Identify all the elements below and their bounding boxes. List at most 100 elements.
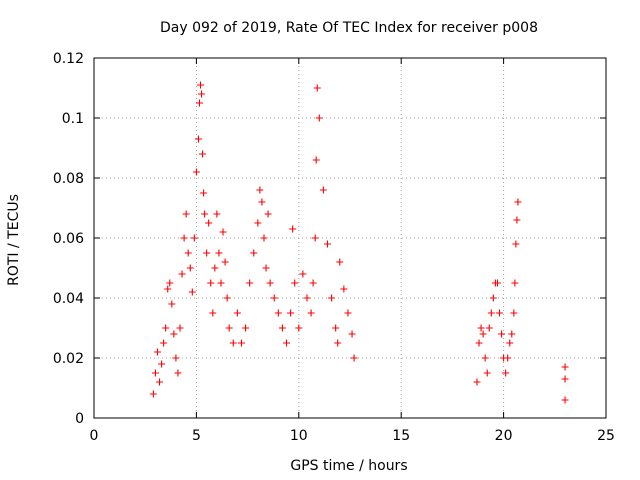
data-point (266, 279, 274, 287)
y-tick-label: 0 (75, 411, 84, 427)
data-point (315, 114, 323, 122)
x-tick-label: 0 (90, 428, 99, 444)
data-point (350, 354, 358, 362)
data-point (225, 324, 233, 332)
data-point (262, 264, 270, 272)
data-point (246, 279, 254, 287)
data-point (186, 264, 194, 272)
data-point (278, 324, 286, 332)
data-point (287, 309, 295, 317)
data-point (205, 219, 213, 227)
data-point (158, 360, 166, 368)
data-point (207, 279, 215, 287)
data-point (188, 288, 196, 296)
data-point (348, 330, 356, 338)
y-tick-label: 0.06 (53, 231, 84, 247)
data-point (508, 330, 516, 338)
data-point (270, 294, 278, 302)
data-point (151, 369, 159, 377)
data-point (153, 348, 161, 356)
data-point (217, 279, 225, 287)
data-point (344, 309, 352, 317)
data-point (223, 294, 231, 302)
data-point (194, 135, 202, 143)
data-point (514, 198, 522, 206)
data-point (498, 330, 506, 338)
data-point (219, 228, 227, 236)
data-point (178, 270, 186, 278)
data-point (493, 279, 501, 287)
data-point (258, 198, 266, 206)
data-point (213, 210, 221, 218)
data-point (203, 249, 211, 257)
data-point (479, 330, 487, 338)
chart-title: Day 092 of 2019, Rate Of TEC Index for r… (160, 20, 538, 36)
data-point (303, 294, 311, 302)
x-tick-label: 20 (495, 428, 513, 444)
y-tick-label: 0.1 (62, 111, 84, 127)
data-point (199, 150, 207, 158)
data-point (164, 285, 172, 293)
data-point (487, 309, 495, 317)
grid-lines (94, 58, 606, 418)
data-point (307, 309, 315, 317)
data-point (182, 210, 190, 218)
data-point (198, 90, 206, 98)
data-point (242, 324, 250, 332)
x-tick-label: 15 (392, 428, 410, 444)
data-point (156, 378, 164, 386)
data-point (334, 339, 342, 347)
x-axis-label: GPS time / hours (290, 458, 407, 474)
y-tick-label: 0.12 (53, 51, 84, 67)
data-point (311, 234, 319, 242)
data-point (250, 249, 258, 257)
x-tick-label: 5 (192, 428, 201, 444)
data-point (340, 285, 348, 293)
data-point (512, 240, 520, 248)
data-point (561, 363, 569, 371)
data-point (162, 324, 170, 332)
data-point (477, 324, 485, 332)
data-points (149, 81, 569, 404)
data-point (229, 339, 237, 347)
data-point (511, 279, 519, 287)
data-point (485, 324, 493, 332)
data-point (192, 168, 200, 176)
data-point (283, 339, 291, 347)
data-point (496, 309, 504, 317)
data-point (481, 354, 489, 362)
data-point (291, 279, 299, 287)
data-point (209, 309, 217, 317)
data-point (328, 294, 336, 302)
data-point (200, 189, 208, 197)
data-point (149, 390, 157, 398)
data-point (215, 249, 223, 257)
data-point (233, 309, 241, 317)
data-point (264, 210, 272, 218)
data-point (260, 234, 268, 242)
data-point (166, 279, 174, 287)
data-point (180, 234, 188, 242)
y-axis-label: ROTI / TECUs (6, 194, 22, 286)
data-point (221, 258, 229, 266)
data-point (332, 324, 340, 332)
data-point (170, 330, 178, 338)
plot-frame (93, 57, 607, 419)
data-point (561, 375, 569, 383)
data-point (184, 249, 192, 257)
data-point (323, 240, 331, 248)
data-point (312, 156, 320, 164)
data-point (513, 216, 521, 224)
data-point (160, 339, 168, 347)
data-point (319, 186, 327, 194)
data-point (168, 300, 176, 308)
data-point (237, 339, 245, 347)
x-tick-label: 25 (597, 428, 615, 444)
data-point (196, 81, 204, 89)
data-point (299, 270, 307, 278)
y-tick-label: 0.08 (53, 171, 84, 187)
data-point (195, 99, 203, 107)
data-point (506, 339, 514, 347)
data-point (483, 369, 491, 377)
